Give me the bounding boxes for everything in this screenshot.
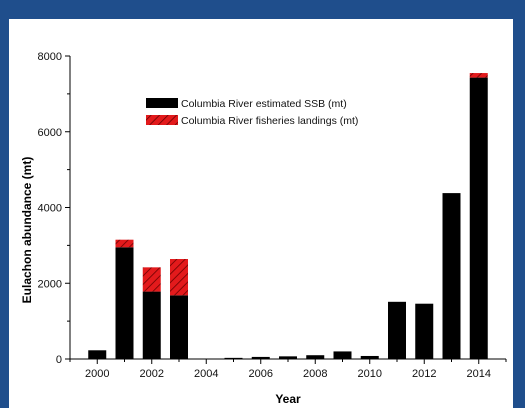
x-axis-title: Year [275, 392, 301, 406]
bar-chart: 0 2000 4000 6000 8000 2000 2002 2004 2006 2008 201… [20, 51, 507, 406]
bar-landings-2002 [142, 267, 161, 292]
x-tick-label: 2010 [358, 368, 382, 380]
x-tick-label: 2004 [194, 368, 218, 380]
bar-ssb-2009 [333, 351, 352, 359]
x-tick-label: 2006 [249, 368, 273, 380]
ticks-group: 0 2000 4000 6000 8000 2000 2002 2004 2006 2008 201… [38, 51, 507, 380]
x-tick-label: 2008 [303, 368, 327, 380]
bars-group [88, 73, 488, 359]
legend-swatch-ssb [146, 98, 178, 108]
legend-label-ssb: Columbia River estimated SSB (mt) [181, 98, 347, 110]
legend-label-landings: Columbia River fisheries landings (mt) [181, 115, 358, 127]
bar-ssb-2013 [442, 193, 461, 359]
legend: Columbia River estimated SSB (mt) Columb… [146, 98, 358, 127]
y-tick-label: 0 [56, 354, 62, 366]
y-tick-label: 2000 [38, 278, 62, 290]
bar-landings-2003 [170, 259, 188, 296]
bar-ssb-2010 [360, 355, 379, 359]
x-tick-label: 2012 [412, 368, 436, 380]
bar-ssb-2011 [388, 301, 406, 359]
chart-panel: 0 2000 4000 6000 8000 2000 2002 2004 2006 2008 201… [9, 19, 513, 408]
x-tick-label: 2014 [467, 368, 491, 380]
bar-ssb-2000 [88, 350, 107, 359]
bar-ssb-2006 [251, 356, 270, 359]
bar-ssb-2014 [469, 77, 488, 359]
y-tick-label: 6000 [38, 127, 62, 139]
x-tick-label: 2002 [140, 368, 164, 380]
y-tick-label: 4000 [38, 203, 62, 215]
bar-landings-2001 [115, 239, 134, 248]
bar-ssb-2003 [170, 295, 188, 359]
bar-ssb-2005 [224, 357, 243, 359]
bar-landings-2014 [469, 73, 488, 78]
bar-ssb-2002 [142, 291, 161, 359]
bar-ssb-2008 [306, 355, 325, 359]
bar-ssb-2001 [115, 247, 134, 359]
x-tick-label: 2000 [85, 368, 109, 380]
bar-ssb-2012 [415, 303, 434, 359]
bar-ssb-2007 [279, 356, 297, 359]
y-tick-label: 8000 [38, 51, 62, 63]
y-axis-title: Eulachon abundance (mt) [20, 157, 34, 304]
legend-swatch-landings [146, 115, 178, 125]
